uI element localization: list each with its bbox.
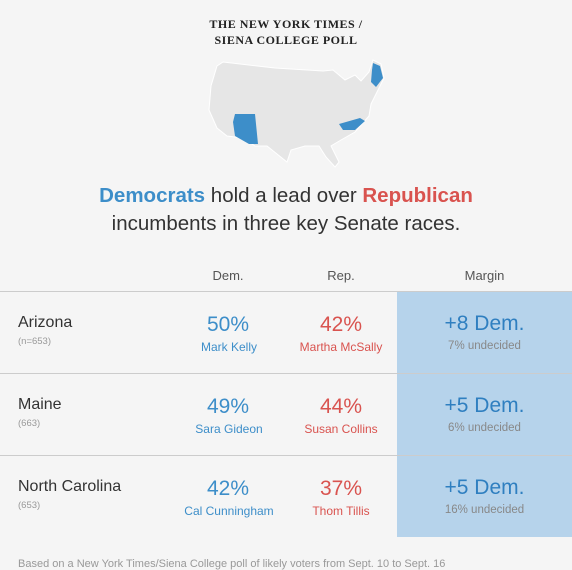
dem-candidate: Cal Cunningham <box>184 504 274 518</box>
table-row-maine: Maine (663) 49% Sara Gideon 44% Susan Co… <box>0 373 572 456</box>
undecided-share: 7% undecided <box>448 340 521 352</box>
margin-value: +5 Dem. <box>444 394 525 417</box>
table-row-north-carolina: North Carolina (653) 42% Cal Cunningham … <box>0 455 572 538</box>
state-name: Arizona <box>18 314 73 331</box>
column-header-margin: Margin <box>464 268 505 283</box>
rep-percent: 42% <box>319 313 363 336</box>
rep-candidate: Martha McSally <box>299 340 383 354</box>
rep-percent: 44% <box>319 395 363 418</box>
state-name: Maine <box>18 396 62 413</box>
dem-percent: 50% <box>206 313 250 336</box>
margin-column-background <box>397 292 572 537</box>
sample-size: (653) <box>18 500 41 511</box>
undecided-share: 16% undecided <box>444 504 525 516</box>
us-map <box>208 59 385 168</box>
column-header-dem: Dem. <box>212 268 244 283</box>
dem-candidate: Mark Kelly <box>200 340 257 354</box>
poll-source-kicker: THE NEW YORK TIMES / SIENA COLLEGE POLL <box>0 16 572 48</box>
table-row-arizona: Arizona (n=653) 50% Mark Kelly 42% Marth… <box>0 291 572 374</box>
headline-democrats: Democrats <box>99 184 206 207</box>
north-carolina-shape <box>339 118 365 130</box>
undecided-share: 6% undecided <box>448 422 521 434</box>
headline: Democrats hold a lead over Republican in… <box>0 182 572 238</box>
kicker-line-2: SIENA COLLEGE POLL <box>214 33 358 47</box>
margin-value: +5 Dem. <box>444 476 525 499</box>
rep-percent: 37% <box>319 477 363 500</box>
column-header-rep: Rep. <box>327 268 355 283</box>
dem-candidate: Sara Gideon <box>195 422 263 436</box>
arizona-shape <box>233 114 258 144</box>
headline-line-1: Democrats hold a lead over Republican <box>0 182 572 210</box>
rep-candidate: Thom Tillis <box>312 504 370 518</box>
sample-size: (663) <box>18 418 41 429</box>
dem-percent: 42% <box>206 477 250 500</box>
headline-middle: hold a lead over <box>205 184 363 207</box>
rep-candidate: Susan Collins <box>304 422 378 436</box>
us-map-outline <box>208 59 385 168</box>
margin-value: +8 Dem. <box>444 312 525 335</box>
state-name: North Carolina <box>18 478 122 495</box>
sample-size: (n=653) <box>18 336 52 347</box>
maine-shape <box>371 63 383 87</box>
footnote: Based on a New York Times/Siena College … <box>18 558 446 570</box>
dem-percent: 49% <box>206 395 250 418</box>
headline-republican: Republican <box>362 184 473 207</box>
kicker-line-1: THE NEW YORK TIMES / <box>209 17 363 31</box>
headline-line-2: incumbents in three key Senate races. <box>111 212 461 235</box>
